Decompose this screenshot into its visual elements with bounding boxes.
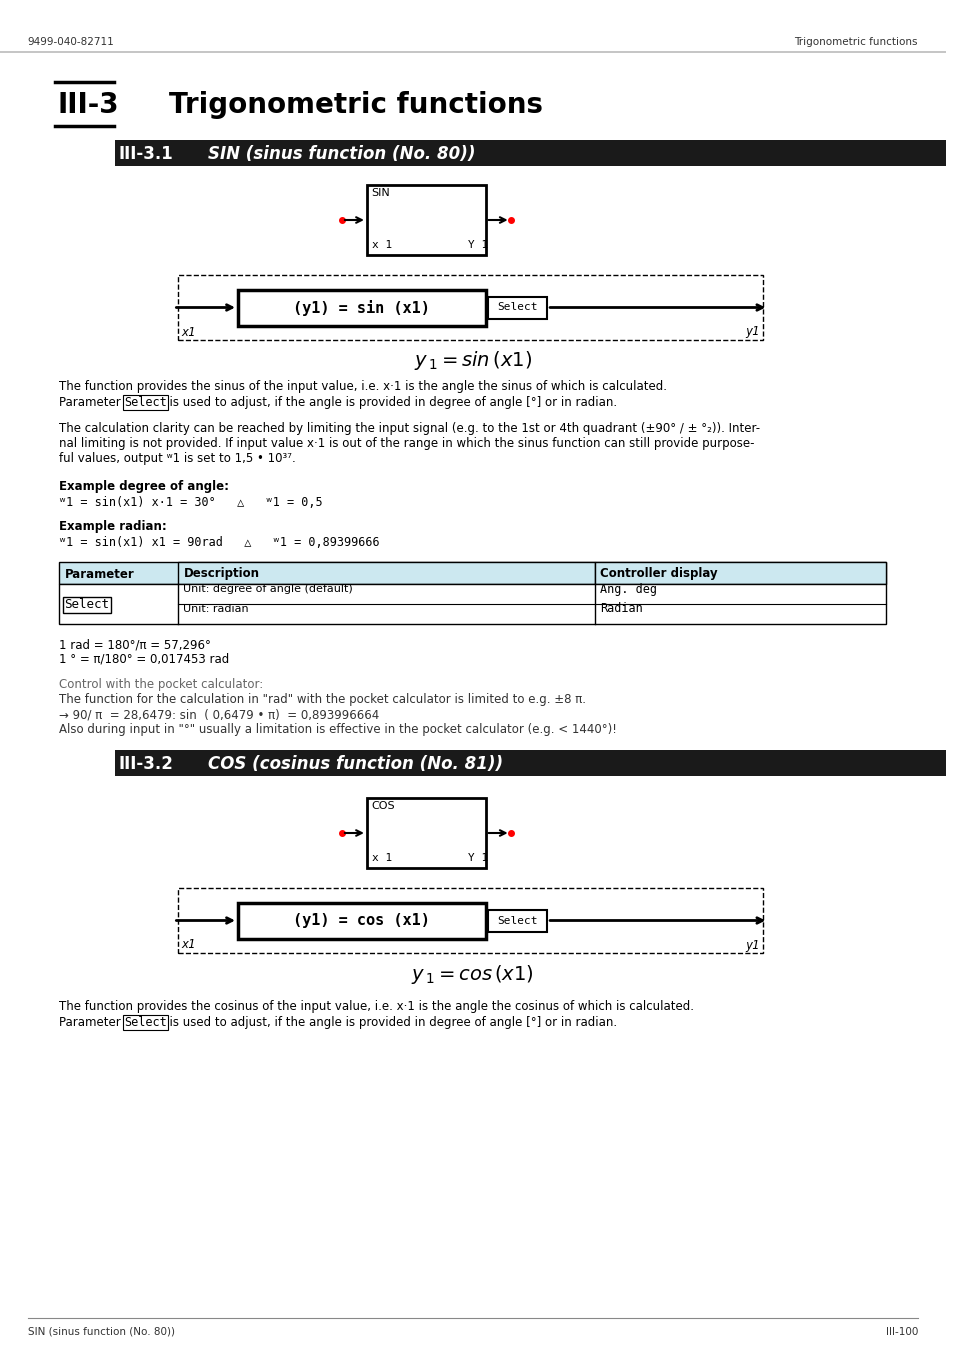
Text: Controller display: Controller display [599,567,717,580]
Text: III-3: III-3 [57,90,119,119]
Text: Example degree of angle:: Example degree of angle: [59,481,230,493]
Text: Unit: degree of angle (default): Unit: degree of angle (default) [183,585,353,594]
Text: Select: Select [497,302,537,312]
Text: y1: y1 [744,325,759,339]
Bar [178,888,762,953]
Text: Select: Select [497,915,537,926]
Text: $y_{\,1} = sin\,(x1)$: $y_{\,1} = sin\,(x1)$ [414,348,532,371]
Text: x1: x1 [181,325,195,339]
Text: SIN: SIN [372,188,390,198]
Bar [487,297,547,319]
Text: SIN (sinus function (No. 80)): SIN (sinus function (No. 80)) [208,144,476,163]
Text: III-100: III-100 [884,1327,917,1336]
Text: Trigonometric functions: Trigonometric functions [794,36,917,47]
Text: Select: Select [124,1017,167,1029]
Bar [178,562,594,585]
Bar [178,275,762,340]
Text: III-3.2: III-3.2 [119,755,173,774]
Text: The function provides the cosinus of the input value, i.e. x·1 is the angle the : The function provides the cosinus of the… [59,1000,694,1012]
Text: COS: COS [372,801,395,811]
Text: Unit: radian: Unit: radian [183,603,249,614]
Text: The function for the calculation in "rad" with the pocket calculator is limited : The function for the calculation in "rad… [59,693,586,706]
Text: Y 1: Y 1 [467,240,488,250]
Text: (y1) = sin (x1): (y1) = sin (x1) [294,300,430,316]
Text: → 90/ π  = 28,6479: sin  ( 0,6479 • π)  = 0,893996664: → 90/ π = 28,6479: sin ( 0,6479 • π) = 0… [59,707,379,721]
Text: Y 1: Y 1 [467,853,488,863]
Bar [366,185,485,255]
Bar [237,903,485,938]
Text: (y1) = cos (x1): (y1) = cos (x1) [294,913,430,927]
Bar [366,798,485,868]
Text: Ang. deg: Ang. deg [599,582,656,595]
Text: Radian: Radian [599,602,641,616]
Text: The function provides the sinus of the input value, i.e. x·1 is the angle the si: The function provides the sinus of the i… [59,379,667,393]
Text: Parameter             is used to adjust, if the angle is provided in degree of a: Parameter is used to adjust, if the angl… [59,396,617,409]
Text: Description: Description [183,567,259,580]
Text: 1 rad = 180°/π = 57,296°: 1 rad = 180°/π = 57,296° [59,639,212,651]
Bar [237,289,485,325]
Text: Example radian:: Example radian: [59,520,167,533]
Text: $y_{\,1} = cos\,(x1)$: $y_{\,1} = cos\,(x1)$ [411,964,534,987]
Text: Control with the pocket calculator:: Control with the pocket calculator: [59,678,263,691]
Text: ful values, output ʷ1 is set to 1,5 • 10³⁷.: ful values, output ʷ1 is set to 1,5 • 10… [59,452,296,464]
Text: x 1: x 1 [372,853,392,863]
Text: Parameter             is used to adjust, if the angle is provided in degree of a: Parameter is used to adjust, if the angl… [59,1017,617,1029]
Text: COS (cosinus function (No. 81)): COS (cosinus function (No. 81)) [208,755,503,774]
Text: 9499-040-82711: 9499-040-82711 [28,36,114,47]
Text: III-3.1: III-3.1 [119,144,173,163]
Text: The calculation clarity can be reached by limiting the input signal (e.g. to the: The calculation clarity can be reached b… [59,423,760,435]
Text: x1: x1 [181,938,195,952]
Text: Also during input in "°" usually a limitation is effective in the pocket calcula: Also during input in "°" usually a limit… [59,724,617,736]
Text: Select: Select [124,396,167,409]
Bar [594,562,885,585]
Text: nal limiting is not provided. If input value x·1 is out of the range in which th: nal limiting is not provided. If input v… [59,437,754,450]
Bar [487,910,547,932]
Text: Select: Select [65,598,110,612]
Text: ʷ1 = sin(x1) x·1 = 30°   △   ʷ1 = 0,5: ʷ1 = sin(x1) x·1 = 30° △ ʷ1 = 0,5 [59,495,323,509]
Text: Trigonometric functions: Trigonometric functions [169,90,542,119]
Text: ʷ1 = sin(x1) x1 = 90rad   △   ʷ1 = 0,89399666: ʷ1 = sin(x1) x1 = 90rad △ ʷ1 = 0,8939966… [59,536,379,549]
Bar [115,140,944,166]
Text: y1: y1 [744,938,759,952]
Text: SIN (sinus function (No. 80)): SIN (sinus function (No. 80)) [28,1327,174,1336]
Text: Parameter: Parameter [65,567,134,580]
Bar [115,751,944,776]
Bar [59,562,885,585]
Text: x 1: x 1 [372,240,392,250]
Text: 1 ° = π/180° = 0,017453 rad: 1 ° = π/180° = 0,017453 rad [59,653,230,666]
Bar [59,585,885,624]
